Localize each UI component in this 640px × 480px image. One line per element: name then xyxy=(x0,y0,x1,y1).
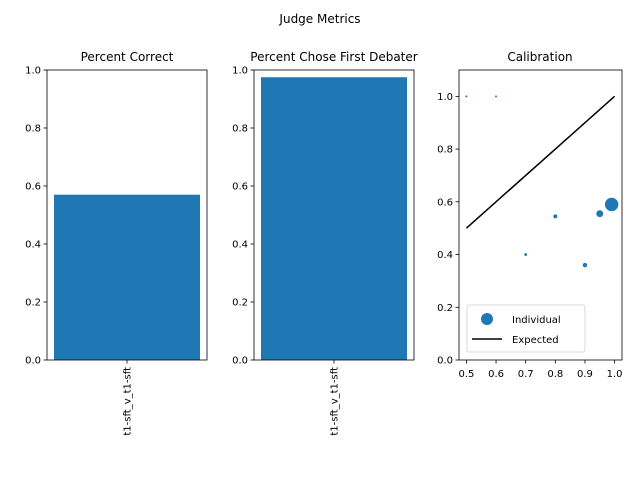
scatter-point xyxy=(604,197,619,212)
y-tick-label: 0.2 xyxy=(25,298,41,309)
y-tick-label: 0.6 xyxy=(437,197,453,208)
x-tick-label: 1.0 xyxy=(607,369,623,380)
panel-title-percent-chose-first: Percent Chose First Debater xyxy=(250,50,417,64)
y-tick-label: 0.8 xyxy=(437,145,453,156)
panel-title-percent-correct: Percent Correct xyxy=(81,50,174,64)
y-tick-label: 1.0 xyxy=(232,66,248,77)
y-tick-label: 1.0 xyxy=(25,66,41,77)
axes-frame-calibration xyxy=(458,69,623,361)
panel-percent-correct: Percent Correct 0.0 0.2 0.4 0.6 0.8 1.0 t1-sf… xyxy=(25,50,208,436)
y-tick-label: 0.8 xyxy=(25,124,41,135)
x-tick-label: t1-sft_v_t1-sft xyxy=(330,367,341,436)
bar xyxy=(261,77,407,360)
y-tick-label: 0.4 xyxy=(232,240,248,251)
legend-label-individual: Individual xyxy=(512,315,561,326)
y-tick-label: 0.2 xyxy=(437,303,453,314)
x-tick-label: 0.9 xyxy=(577,369,593,380)
y-tick-label: 0.6 xyxy=(232,182,248,193)
panel-title-calibration: Calibration xyxy=(507,50,572,64)
panel-calibration: Calibration 0.0 0.2 0.4 0.6 0.8 1.0 0.5 0.6 0.7… xyxy=(437,50,622,380)
x-tick-label: 0.5 xyxy=(458,369,474,380)
x-tick-label: 0.6 xyxy=(488,369,504,380)
legend-marker-individual xyxy=(481,313,493,325)
legend-frame xyxy=(466,304,586,353)
scatter-point xyxy=(524,253,528,256)
legend: Individual Expected xyxy=(466,304,586,353)
x-tick-label: 0.7 xyxy=(518,369,534,380)
scatter-point xyxy=(596,210,604,218)
y-tick-label: 0.0 xyxy=(437,356,453,367)
scatter-point xyxy=(582,262,588,268)
y-tick-label: 0.4 xyxy=(437,250,453,261)
legend-label-expected: Expected xyxy=(512,335,559,346)
scatter-point xyxy=(495,95,498,98)
y-tick-label: 0.0 xyxy=(232,356,248,367)
y-tick-label: 0.6 xyxy=(25,182,41,193)
scatter-point xyxy=(553,214,558,219)
x-tick-label: t1-sft_v_t1-sft xyxy=(123,367,134,436)
scatter-point xyxy=(465,95,468,98)
y-tick-label: 0.2 xyxy=(232,298,248,309)
y-tick-label: 0.8 xyxy=(232,124,248,135)
figure-suptitle: Judge Metrics xyxy=(278,12,360,26)
y-tick-label: 0.0 xyxy=(25,356,41,367)
expected-line xyxy=(465,95,616,229)
panel-percent-chose-first: Percent Chose First Debater 0.0 0.2 0.4 0.6… xyxy=(232,50,418,436)
y-tick-label: 0.4 xyxy=(25,240,41,251)
x-tick-label: 0.8 xyxy=(547,369,563,380)
bar xyxy=(54,194,200,360)
y-tick-label: 1.0 xyxy=(437,92,453,103)
